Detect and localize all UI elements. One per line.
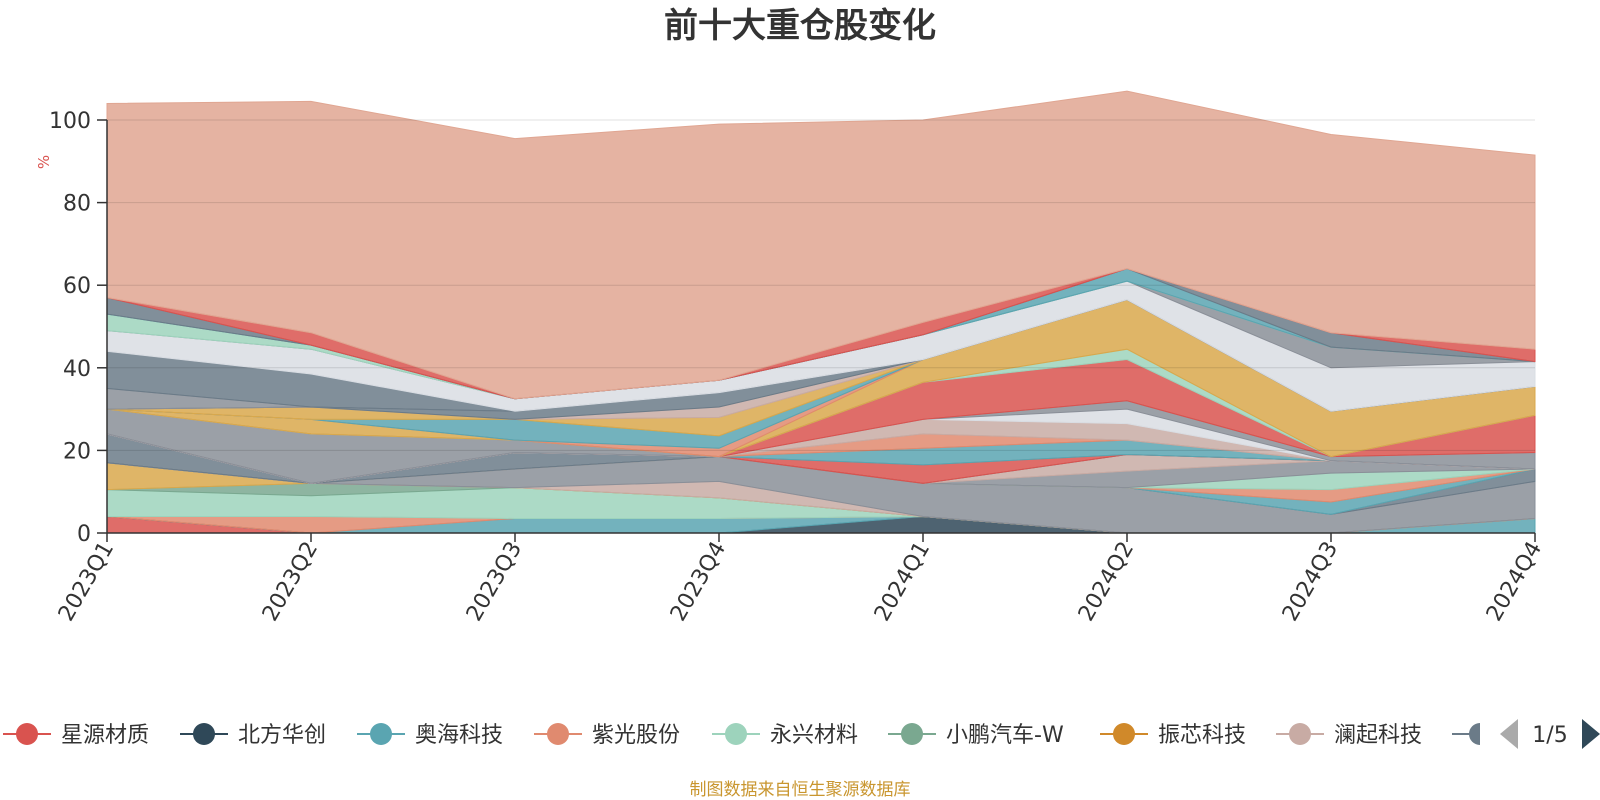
x-tick-label: 2023Q1	[54, 538, 119, 626]
legend-label: 星源材质	[61, 723, 149, 748]
legend-circle-icon	[725, 723, 747, 745]
x-tick-label: 2024Q1	[870, 538, 935, 626]
x-tick-label: 2024Q2	[1074, 538, 1139, 626]
y-axis-unit-label: %	[35, 155, 53, 169]
legend-prev-page-icon[interactable]	[1500, 719, 1518, 749]
legend[interactable]: 星源材质 北方华创 奥海科技 紫光股份 永兴材料 小鹏汽车-W 振芯科技 澜起科技 1/5	[3, 719, 1600, 749]
legend-circle-icon	[901, 723, 923, 745]
legend-label: 北方华创	[238, 723, 326, 748]
legend-label: 小鹏汽车-W	[946, 723, 1064, 748]
legend-label: 永兴材料	[770, 723, 858, 748]
chart-title: 前十大重仓股变化	[664, 6, 936, 46]
y-tick-label: 80	[63, 192, 91, 217]
legend-item[interactable]: 澜起科技	[1276, 723, 1422, 748]
legend-label: 澜起科技	[1334, 723, 1422, 748]
x-tick-label: 2024Q4	[1482, 538, 1547, 626]
data-source-note: 制图数据来自恒生聚源数据库	[690, 780, 911, 800]
legend-item[interactable]: 星源材质	[3, 723, 149, 748]
legend-label: 紫光股份	[592, 723, 680, 748]
legend-item[interactable]: 小鹏汽车-W	[888, 723, 1064, 748]
x-tick-label: 2023Q2	[258, 538, 323, 626]
legend-item[interactable]: 振芯科技	[1100, 723, 1246, 748]
area-series-39[interactable]	[106, 90, 1536, 400]
legend-circle-icon	[547, 723, 569, 745]
legend-circle-icon	[1113, 723, 1135, 745]
legend-item[interactable]: 北方华创	[180, 723, 326, 748]
x-tick-label: 2023Q4	[666, 538, 731, 626]
legend-item[interactable]: 永兴材料	[712, 723, 858, 748]
area-series-group	[106, 90, 1536, 534]
legend-next-page-icon[interactable]	[1582, 719, 1600, 749]
legend-item[interactable]: 奥海科技	[357, 723, 503, 748]
legend-label: 奥海科技	[415, 723, 503, 748]
legend-item[interactable]: 紫光股份	[534, 723, 680, 748]
y-tick-label: 60	[63, 274, 91, 299]
legend-label: 振芯科技	[1158, 723, 1246, 748]
legend-page-indicator: 1/5	[1532, 723, 1567, 748]
y-tick-label: 20	[63, 439, 91, 464]
legend-circle-icon	[16, 723, 38, 745]
legend-circle-icon	[1289, 723, 1311, 745]
gridlines	[107, 119, 1535, 451]
y-tick-label: 0	[77, 522, 91, 547]
legend-circle-icon	[370, 723, 392, 745]
x-tick-label: 2024Q3	[1278, 538, 1343, 626]
legend-partial-circle-icon	[1469, 723, 1480, 745]
legend-circle-icon	[193, 723, 215, 745]
x-tick-label: 2023Q3	[462, 538, 527, 626]
y-tick-label: 40	[63, 357, 91, 382]
y-tick-label: 100	[49, 109, 91, 134]
